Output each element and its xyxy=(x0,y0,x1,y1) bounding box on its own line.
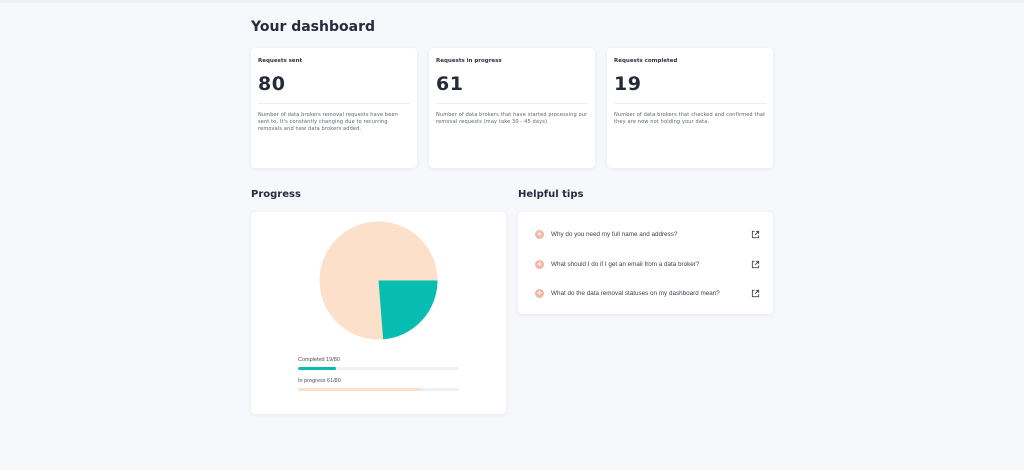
helpful-tips-card: + Why do you need my full name and addre… xyxy=(518,212,773,314)
stat-value: 80 xyxy=(258,73,286,95)
completed-progress: Completed 19/80 xyxy=(298,357,459,370)
stat-label: Requests completed xyxy=(614,58,678,64)
open-link-icon[interactable] xyxy=(751,230,760,239)
in-progress-progress: In progress 61/80 xyxy=(298,378,459,391)
requests-completed-card: Requests completed 19 Number of data bro… xyxy=(607,48,773,168)
plus-icon: + xyxy=(535,288,544,298)
stat-description: Number of data brokers that checked and … xyxy=(614,112,766,125)
tip-item[interactable]: + What do the data removal statuses on m… xyxy=(535,286,760,300)
tip-item[interactable]: + Why do you need my full name and addre… xyxy=(535,227,760,241)
in-progress-bar-fill xyxy=(298,388,421,391)
divider xyxy=(614,103,766,104)
tip-text: What do the data removal statuses on my … xyxy=(551,289,720,297)
tip-text: What should I do if I get an email from … xyxy=(551,260,700,268)
completed-bar-fill xyxy=(298,367,337,370)
tip-text: Why do you need my full name and address… xyxy=(551,230,678,238)
plus-icon: + xyxy=(535,259,544,269)
top-bar xyxy=(0,0,1024,3)
requests-in-progress-card: Requests in progress 61 Number of data b… xyxy=(429,48,595,168)
completed-bar-track xyxy=(298,367,459,370)
stat-label: Requests in progress xyxy=(436,58,502,64)
stat-value: 19 xyxy=(614,73,642,95)
open-link-icon[interactable] xyxy=(751,260,760,269)
in-progress-bar-track xyxy=(298,388,459,391)
stat-description: Number of data brokers removal requests … xyxy=(258,112,399,132)
in-progress-label: In progress 61/80 xyxy=(298,378,341,384)
divider xyxy=(258,103,410,104)
stat-label: Requests sent xyxy=(258,58,303,64)
plus-icon: + xyxy=(535,229,544,239)
pie-slice-completed xyxy=(378,280,438,340)
completed-label: Completed 19/80 xyxy=(298,357,340,363)
page-title: Your dashboard xyxy=(251,19,375,35)
requests-sent-card: Requests sent 80 Number of data brokers … xyxy=(251,48,417,168)
progress-title: Progress xyxy=(251,189,301,200)
helpful-tips-title: Helpful tips xyxy=(518,189,584,200)
progress-pie-chart xyxy=(319,221,438,340)
divider xyxy=(436,103,588,104)
stat-description: Number of data brokers that have started… xyxy=(436,112,588,125)
progress-card: Completed 19/80 In progress 61/80 xyxy=(251,212,506,414)
stat-value: 61 xyxy=(436,73,464,95)
tip-item[interactable]: + What should I do if I get an email fro… xyxy=(535,257,760,271)
open-link-icon[interactable] xyxy=(751,289,760,298)
